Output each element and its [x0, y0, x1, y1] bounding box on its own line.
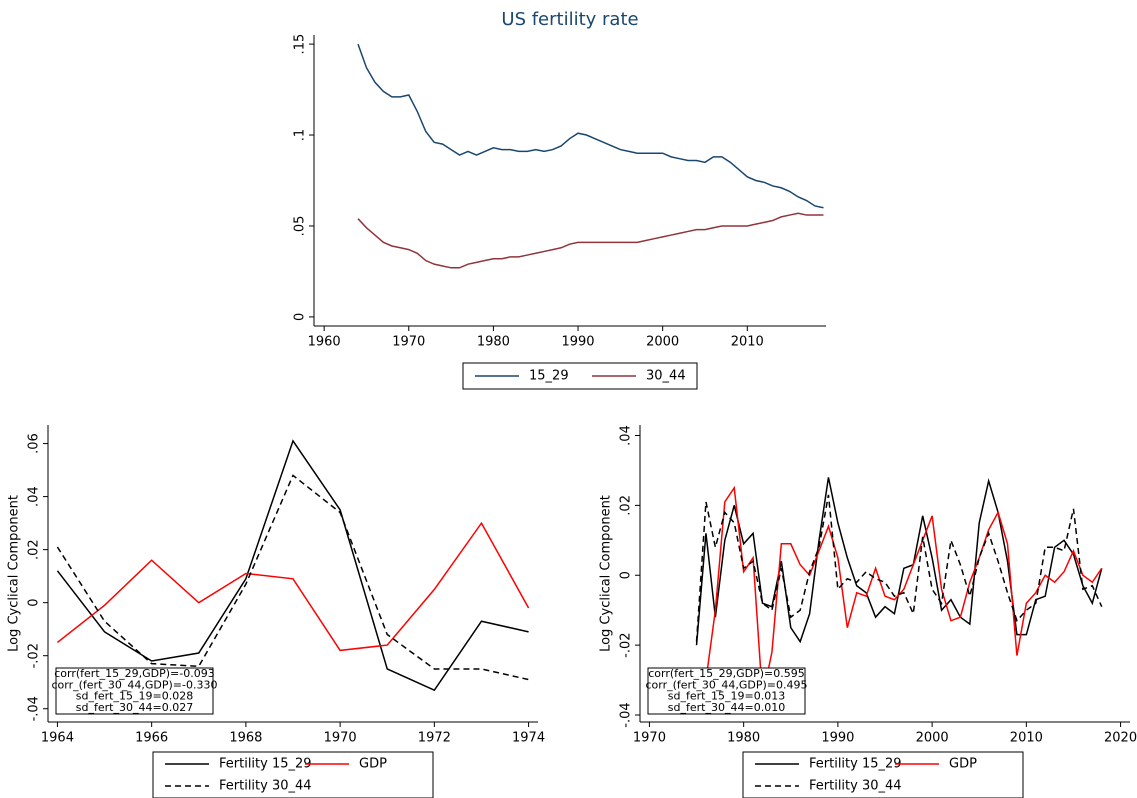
x-tick-label: 1970	[324, 731, 357, 746]
series-line	[695, 477, 1103, 646]
annotation: corr(fert_15_29,GDP)=0.595	[648, 667, 805, 680]
y-tick-label: .05	[293, 216, 308, 237]
legend-box	[742, 751, 1024, 798]
x-tick-label: 1972	[418, 731, 451, 746]
series-line	[357, 43, 824, 209]
y-tick-label: 0	[27, 599, 42, 607]
x-tick-label: 1960	[308, 335, 341, 350]
annotation-box	[55, 667, 214, 715]
series-line	[56, 521, 530, 652]
y-axis-title: Log Cyclical Component	[7, 495, 22, 652]
y-tick-label: -.04	[27, 696, 42, 721]
legend-label: Fertility 15_29	[809, 757, 902, 772]
series-line	[56, 439, 529, 692]
legend-label: Fertility 30_44	[219, 779, 312, 794]
legend-label: GDP	[949, 757, 977, 772]
legend-label: Fertility 30_44	[809, 779, 902, 794]
series-line	[705, 485, 1103, 698]
y-tick-label: .04	[27, 486, 42, 507]
x-tick-label: 1970	[633, 731, 666, 746]
y-tick-label: .02	[27, 539, 42, 560]
series-line	[357, 212, 824, 269]
y-tick-label: .06	[27, 433, 42, 454]
annotation: corr_(fert_30_44,GDP)=-0.330	[52, 678, 218, 691]
x-tick-label: 1990	[821, 731, 854, 746]
x-tick-label: 1980	[477, 335, 510, 350]
y-axis-title: Log Cyclical Component	[599, 495, 614, 652]
x-tick-label: 1966	[135, 731, 168, 746]
chart-title: US fertility rate	[501, 9, 638, 30]
y-tick-label: .1	[293, 129, 308, 141]
annotation: sd_fert_15_19=0.013	[668, 690, 785, 703]
x-tick-label: 2000	[646, 335, 679, 350]
x-tick-label: 2020	[1104, 731, 1137, 746]
x-tick-label: 2010	[731, 335, 764, 350]
y-tick-label: .04	[619, 425, 634, 446]
annotation: sd_fert_15_19=0.028	[76, 690, 193, 703]
legend-label: GDP	[359, 757, 387, 772]
x-tick-label: 1974	[512, 731, 545, 746]
y-tick-label: -.04	[619, 702, 634, 727]
y-tick-label: 0	[619, 571, 634, 579]
x-tick-label: 2010	[1010, 731, 1043, 746]
x-tick-label: 1970	[392, 335, 425, 350]
y-tick-label: -.02	[27, 643, 42, 668]
annotation: sd_fert_30_44=0.027	[76, 701, 193, 714]
annotation-box	[647, 667, 806, 715]
series-line	[56, 474, 529, 681]
legend-label: 15_29	[529, 369, 569, 384]
y-tick-label: .02	[619, 495, 634, 516]
annotation: corr_(fert_30_44,GDP)=0.495	[645, 678, 807, 691]
y-tick-label: -.02	[619, 632, 634, 657]
legend-box	[152, 751, 434, 798]
annotation: sd_fert_30_44=0.010	[668, 701, 785, 714]
x-tick-label: 1968	[229, 731, 262, 746]
y-tick-label: .15	[293, 34, 308, 55]
legend-label: 30_44	[646, 369, 686, 384]
x-tick-label: 1980	[727, 731, 760, 746]
x-tick-label: 1990	[561, 335, 594, 350]
annotation: corr(fert_15_29,GDP)=-0.093	[54, 667, 214, 680]
y-tick-label: 0	[293, 313, 308, 321]
x-tick-label: 2000	[916, 731, 949, 746]
x-tick-label: 1964	[41, 731, 74, 746]
legend-label: Fertility 15_29	[219, 757, 312, 772]
